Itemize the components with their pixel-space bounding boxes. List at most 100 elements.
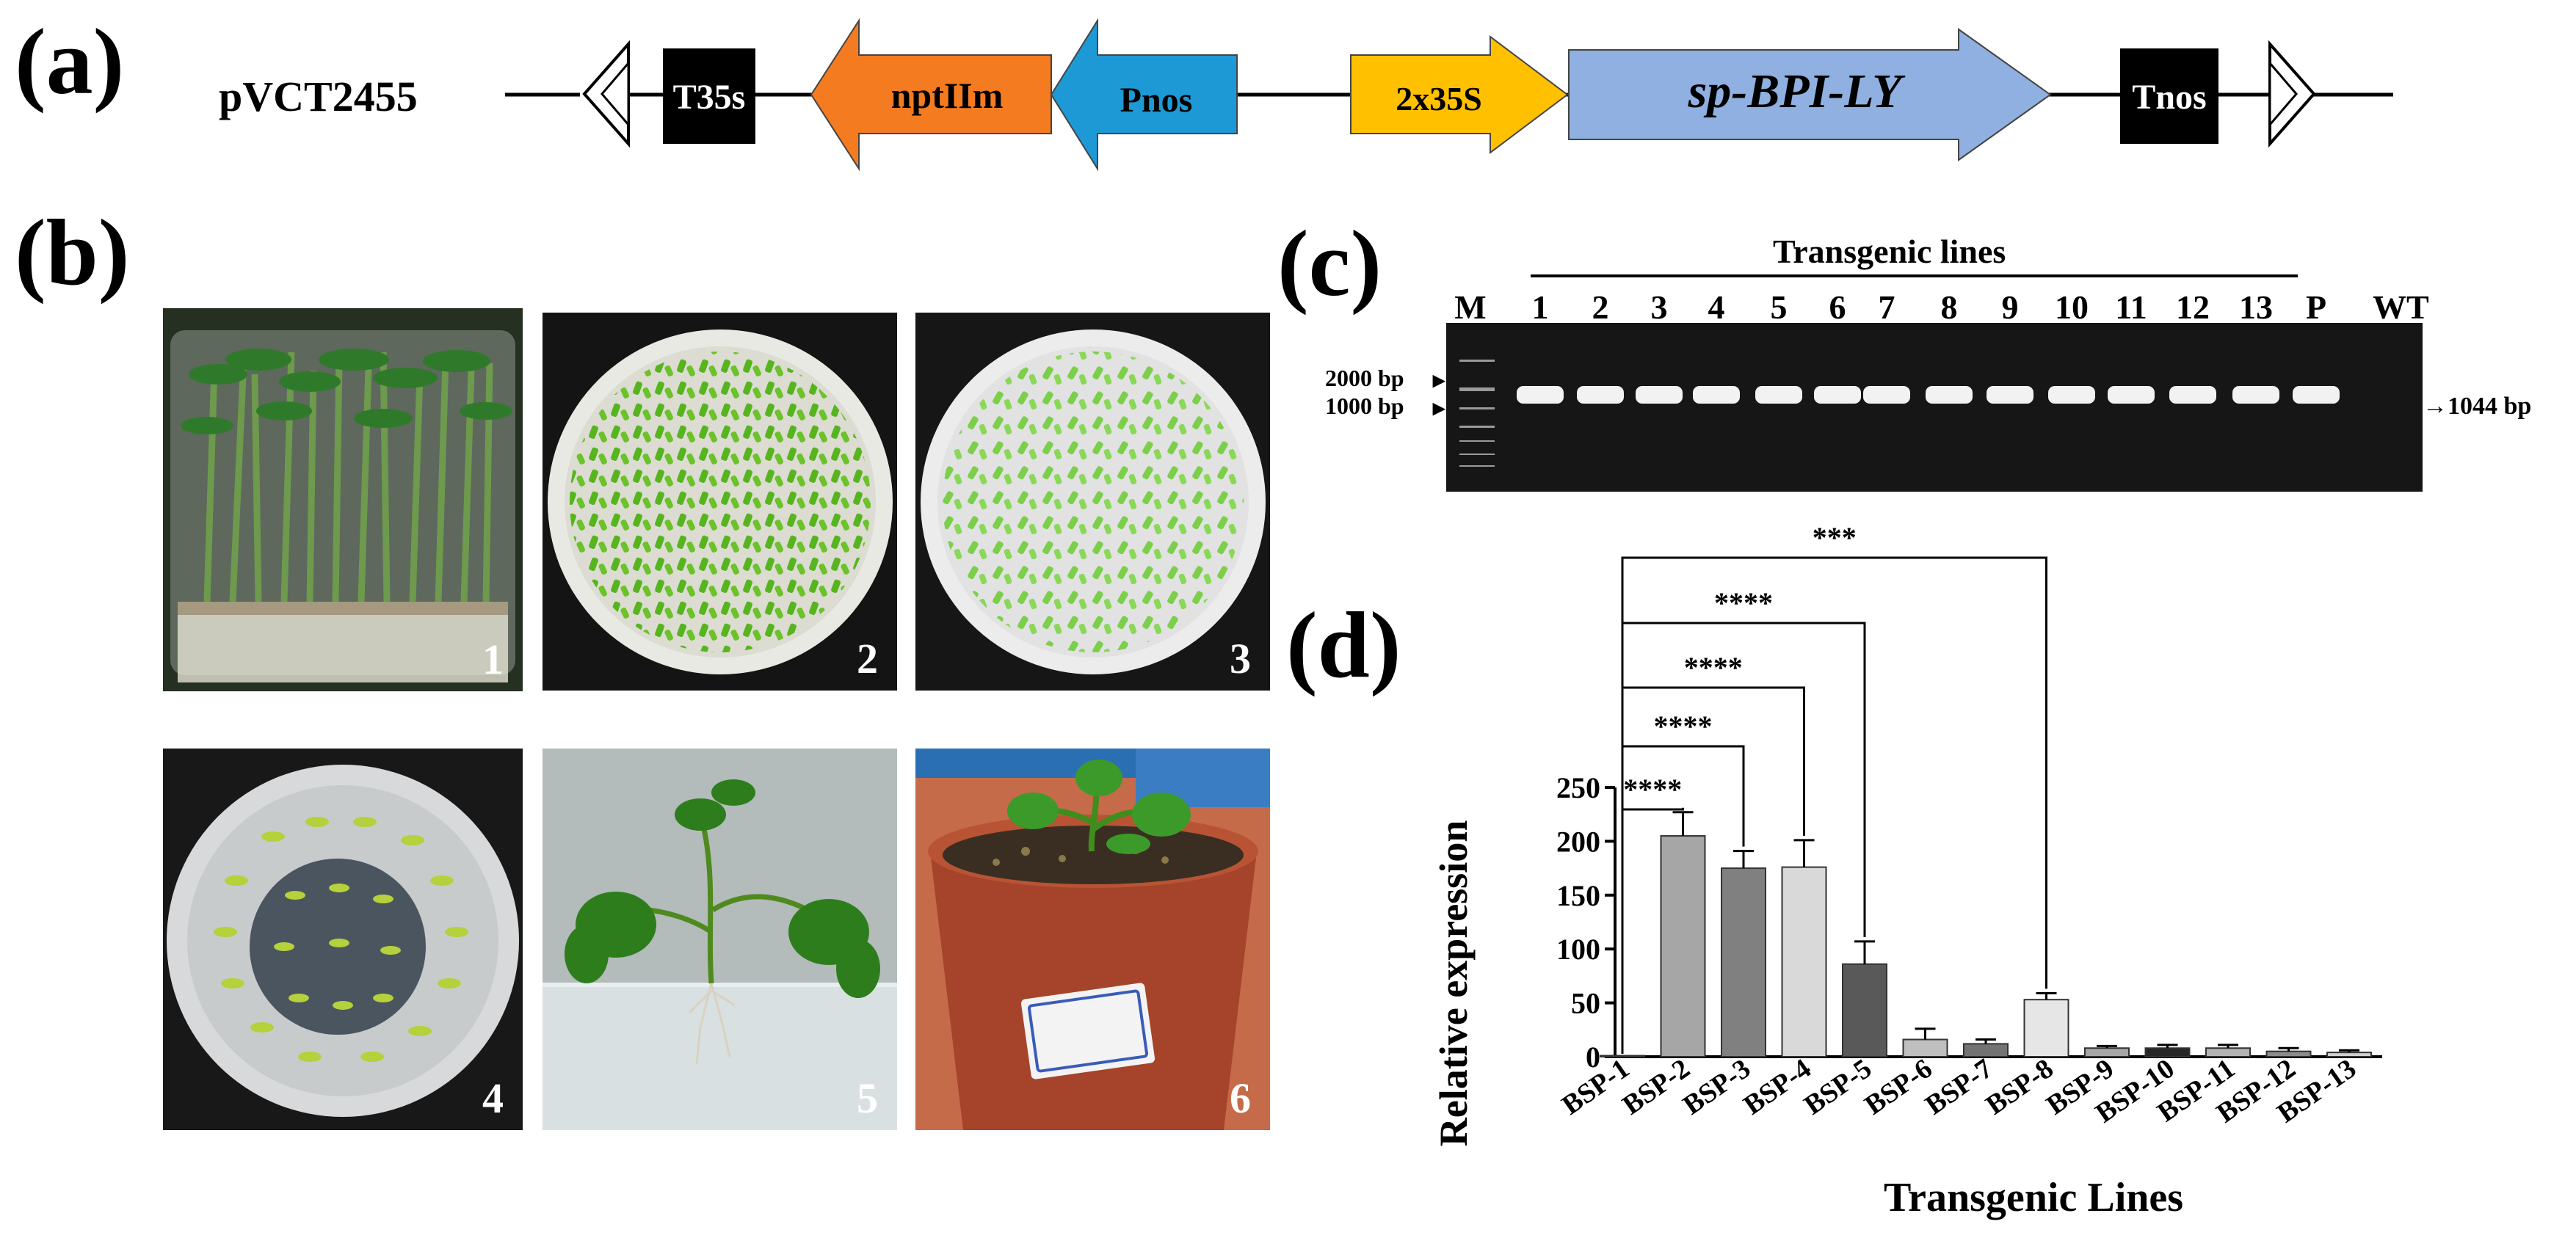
gel-lane-label: 8 (1940, 288, 1958, 326)
panel-c-label: (c) (1277, 211, 1382, 316)
gel-lane-label: P (2305, 288, 2327, 326)
bar (2023, 999, 2069, 1057)
gel-band (1755, 386, 1802, 404)
x-axis-label: Transgenic Lines (1884, 1175, 2183, 1220)
x-tick-label: BSP-4 (1738, 1053, 1817, 1121)
tnos-box (2120, 48, 2218, 144)
ladder-band (1459, 407, 1495, 409)
nptiim-label: nptIIm (891, 75, 1004, 116)
photo-6: 6 (915, 749, 1270, 1130)
gel-group-line (1531, 274, 2298, 277)
gel-lane-label: 13 (2239, 288, 2273, 326)
gel-image (1446, 323, 2423, 492)
gel-band (1693, 386, 1740, 404)
significance-label: *** (1813, 521, 1857, 554)
gel-band (1517, 386, 1564, 404)
bar (2205, 1047, 2251, 1057)
ladder-band (1459, 387, 1495, 391)
gel-lane-label: 2 (1592, 288, 1609, 326)
ladder-band (1459, 426, 1495, 428)
gel-lane-label: WT (2373, 288, 2429, 326)
gel-lane-label: 5 (1770, 288, 1788, 326)
marker-2000: 2000 bp (1325, 365, 1404, 391)
gel-lane-label: 7 (1878, 288, 1895, 326)
bar (1842, 963, 1887, 1058)
gel-band (2169, 386, 2216, 404)
photo-2: 2 (543, 313, 897, 691)
plasmid-map: T35s nptIIm Pnos 2x35S sp-BPI-LY Tnos (505, 18, 2393, 172)
gel-lane-label: 10 (2055, 288, 2089, 326)
t35s-box (663, 48, 755, 144)
pnos-arrow (1050, 18, 1238, 172)
2x35s-label: 2x35S (1396, 80, 1482, 117)
y-axis-label: Relative expression (1432, 820, 1476, 1146)
gel-band (1863, 386, 1910, 404)
band-size-label: →1044 bp (2423, 393, 2531, 420)
marker-1000-arrow: ▸ (1433, 394, 1445, 420)
gel-lane-label: 3 (1650, 288, 1668, 326)
nptiim-arrow (810, 18, 1052, 172)
sp-bpi-ly-label: sp-BPI-LY (1688, 65, 1906, 118)
gel-lane-label: 4 (1708, 288, 1725, 326)
gel-band (2048, 386, 2095, 404)
ladder-band (1459, 465, 1495, 467)
y-tick-label: 200 (1556, 825, 1600, 858)
gel-band (2108, 386, 2155, 404)
gel-lane-label: 11 (2115, 288, 2147, 326)
x-tick-label: BSP-5 (1799, 1053, 1877, 1121)
significance-label: **** (1623, 773, 1682, 806)
gel-band (1814, 386, 1861, 404)
bar (1963, 1043, 2009, 1057)
x-tick-label: BSP-8 (1981, 1053, 2059, 1121)
y-tick-label: 150 (1556, 879, 1600, 912)
y-tick-label: 50 (1571, 987, 1600, 1020)
x-tick-label: BSP-6 (1860, 1053, 1938, 1121)
ladder-band (1459, 360, 1495, 362)
gel-lane-label: 9 (2001, 288, 2019, 326)
photo-4: 4 (163, 749, 523, 1130)
bar (2326, 1052, 2372, 1057)
right-border-icon (2268, 40, 2316, 148)
significance-bracket (1621, 556, 2047, 1054)
photo-number: 1 (482, 636, 504, 683)
bar (1902, 1038, 1948, 1058)
photo-number: 4 (482, 1074, 504, 1122)
gel-band (1577, 386, 1624, 404)
y-tick-label: 0 (1586, 1041, 1600, 1074)
plasmid-name: pVCT2455 (219, 73, 418, 120)
significance-bracket (1621, 686, 1805, 1054)
left-border-icon (580, 40, 630, 148)
y-tick-label: 250 (1556, 771, 1600, 804)
bar (2084, 1047, 2130, 1057)
bar (2265, 1050, 2312, 1057)
panel-a-label: (a) (15, 10, 125, 114)
gel-band (1636, 386, 1683, 404)
y-tick-label: 100 (1556, 933, 1600, 966)
significance-label: **** (1684, 651, 1743, 684)
bar (1600, 1055, 1645, 1057)
gel-band (2293, 386, 2340, 404)
2x35s-arrow (1350, 34, 1569, 155)
tnos-label: Tnos (2132, 78, 2206, 117)
bar (1781, 866, 1827, 1057)
gel-lane-label: 1 (1531, 288, 1549, 326)
panel-b-label: (b) (15, 200, 130, 305)
t35s-label: T35s (673, 78, 746, 117)
bar (1660, 835, 1706, 1057)
gel-lane-label: 12 (2176, 288, 2210, 326)
x-tick-label: BSP-3 (1677, 1053, 1756, 1121)
marker-2000-arrow: ▸ (1433, 366, 1445, 393)
photo-5: 5 (543, 749, 897, 1130)
sp-bpi-ly-arrow (1568, 28, 2052, 161)
gel-lane-label: 6 (1829, 288, 1846, 326)
gel-lane-label: M (1454, 288, 1487, 326)
significance-label: **** (1714, 586, 1773, 619)
x-tick-label: BSP-7 (1920, 1053, 1998, 1121)
gel-band (1926, 386, 1973, 404)
band-size-text: 1044 bp (2448, 393, 2532, 420)
band-arrow-icon: → (2423, 393, 2448, 420)
marker-1000: 1000 bp (1325, 393, 1404, 419)
ladder-band (1459, 454, 1495, 455)
gel-band (2232, 386, 2279, 404)
